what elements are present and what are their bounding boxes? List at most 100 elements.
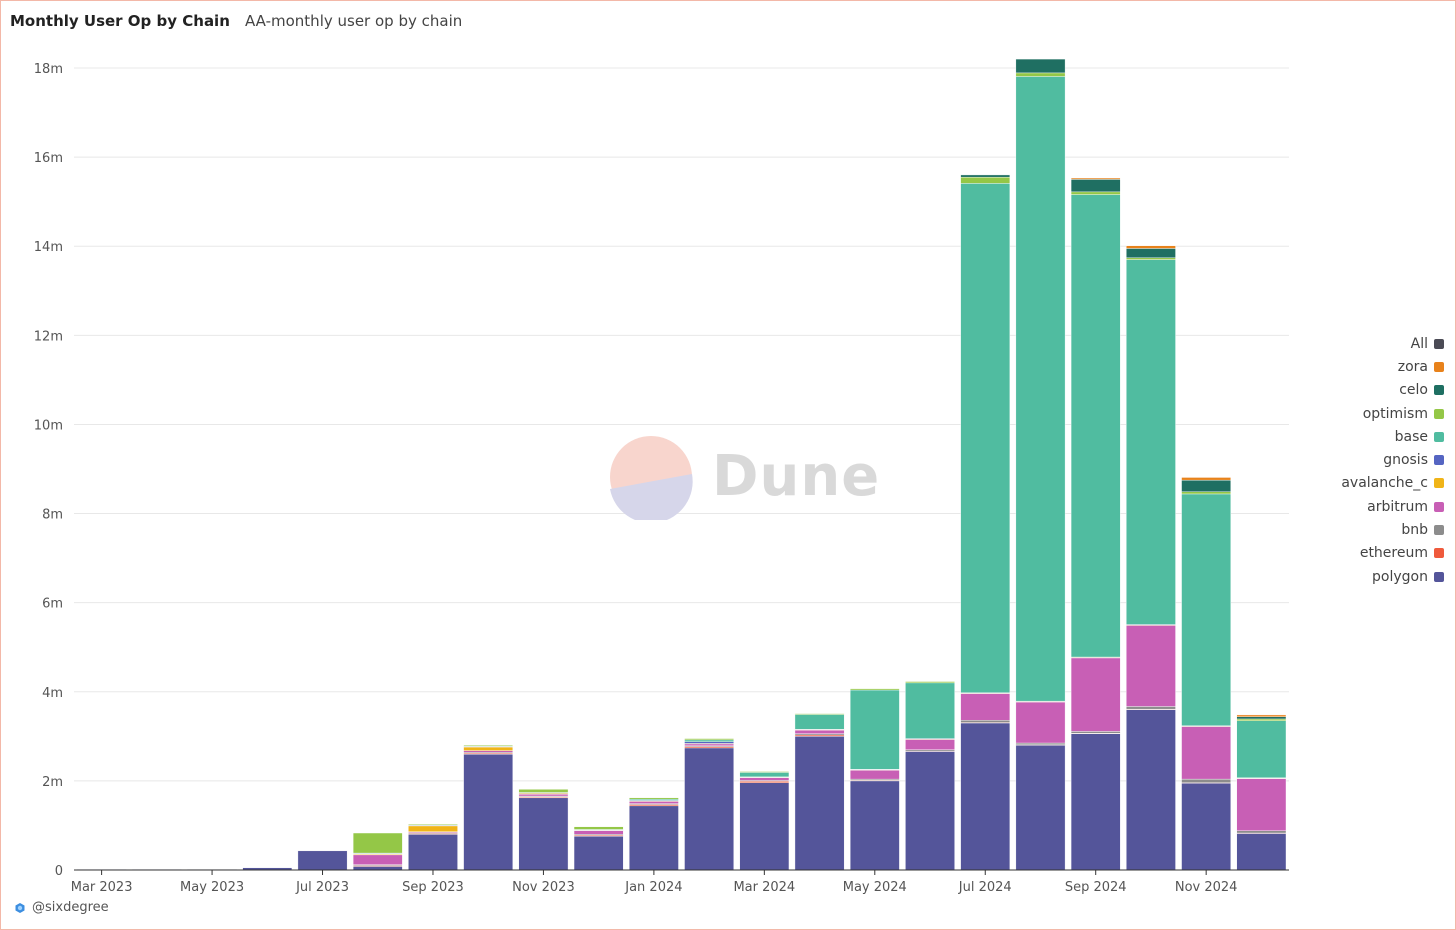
bar-segment-polygon[interactable] [849, 780, 900, 871]
bar-segment-base[interactable] [1126, 259, 1176, 625]
bar-segment-optimism[interactable] [905, 681, 955, 684]
bar-segment-celo[interactable] [960, 174, 1011, 178]
bar-segment-bnb[interactable] [1236, 830, 1287, 834]
bar-segment-optimism[interactable] [1126, 257, 1176, 260]
bar-segment-base[interactable] [1070, 194, 1121, 658]
bar-segment-polygon[interactable] [1070, 733, 1121, 871]
bar-segment-bnb[interactable] [849, 778, 900, 781]
bar-segment-optimism[interactable] [849, 688, 900, 691]
bar-segment-arbitrum[interactable] [1070, 657, 1121, 732]
bar-segment-arbitrum[interactable] [1236, 778, 1287, 831]
bar-segment-celo[interactable] [1236, 716, 1287, 720]
bar-segment-zora[interactable] [1236, 714, 1287, 717]
bar-segment-optimism[interactable] [794, 713, 845, 715]
bar-segment-polygon[interactable] [1015, 745, 1066, 871]
bar-segment-bnb[interactable] [1070, 731, 1121, 734]
bar-segment-base[interactable] [684, 739, 734, 742]
bar-segment-arbitrum[interactable] [739, 777, 790, 781]
bar-segment-celo[interactable] [1015, 58, 1066, 74]
bar-segment-ethereum[interactable] [629, 804, 679, 807]
bar-segment-zora[interactable] [1070, 177, 1121, 180]
bar-segment-optimism[interactable] [352, 832, 403, 854]
legend-item-arbitrum[interactable]: arbitrum [1341, 495, 1444, 518]
bar-segment-zora[interactable] [1126, 245, 1176, 249]
bar-segment-arbitrum[interactable] [960, 693, 1011, 721]
bar-segment-bnb[interactable] [960, 720, 1011, 723]
bar-segment-optimism[interactable] [1070, 191, 1121, 195]
bar-segment-optimism[interactable] [518, 789, 569, 793]
bar-segment-optimism[interactable] [1015, 72, 1066, 77]
bar-segment-optimism[interactable] [629, 797, 679, 800]
legend-item-avalanche_c[interactable]: avalanche_c [1341, 472, 1444, 495]
bar-segment-base[interactable] [629, 798, 679, 801]
bar-segment-avalanche_c[interactable] [408, 825, 458, 832]
bar-segment-arbitrum[interactable] [463, 750, 514, 753]
bar-segment-optimism[interactable] [463, 745, 514, 747]
bar-segment-arbitrum[interactable] [905, 739, 955, 750]
bar-segment-celo[interactable] [1126, 248, 1176, 259]
bar-segment-polygon[interactable] [573, 835, 624, 871]
legend-item-celo[interactable]: celo [1341, 379, 1444, 402]
bar-segment-arbitrum[interactable] [849, 769, 900, 780]
bar-segment-arbitrum[interactable] [684, 743, 734, 746]
legend-item-All[interactable]: All [1341, 332, 1444, 355]
bar-segment-polygon[interactable] [1236, 833, 1287, 871]
bar-segment-gnosis[interactable] [684, 741, 734, 744]
bar-segment-base[interactable] [905, 682, 955, 739]
bar-segment-arbitrum[interactable] [794, 729, 845, 734]
bar-segment-polygon[interactable] [463, 753, 514, 871]
bar-segment-base[interactable] [849, 689, 900, 770]
bar-segment-bnb[interactable] [1015, 742, 1066, 745]
bar-segment-arbitrum[interactable] [1181, 726, 1231, 780]
bar-segment-celo[interactable] [1070, 179, 1121, 193]
bar-segment-polygon[interactable] [408, 834, 458, 871]
bar-segment-polygon[interactable] [297, 850, 348, 871]
bar-segment-polygon[interactable] [1181, 782, 1231, 871]
bar-segment-base[interactable] [794, 714, 845, 730]
bar-segment-base[interactable] [1015, 76, 1066, 702]
legend-item-gnosis[interactable]: gnosis [1341, 448, 1444, 471]
legend-item-base[interactable]: base [1341, 425, 1444, 448]
legend-item-bnb[interactable]: bnb [1341, 518, 1444, 541]
bar-segment-bnb[interactable] [1126, 706, 1176, 710]
bar-segment-optimism[interactable] [1181, 491, 1231, 495]
bar-segment-base[interactable] [1236, 720, 1287, 778]
bar-segment-polygon[interactable] [629, 805, 679, 871]
bar-segment-optimism[interactable] [408, 823, 458, 826]
bar-segment-arbitrum[interactable] [1015, 701, 1066, 744]
bar-segment-optimism[interactable] [684, 738, 734, 741]
author-handle[interactable]: @sixdegree [32, 900, 109, 915]
bar-segment-zora[interactable] [1181, 477, 1231, 481]
legend-item-zora[interactable]: zora [1341, 355, 1444, 378]
bar-segment-base[interactable] [1181, 493, 1231, 726]
bar-segment-polygon[interactable] [794, 736, 845, 871]
legend-item-ethereum[interactable]: ethereum [1341, 542, 1444, 565]
bar-segment-optimism[interactable] [1236, 718, 1287, 721]
bar-segment-arbitrum[interactable] [518, 794, 569, 797]
legend-item-polygon[interactable]: polygon [1341, 565, 1444, 588]
bar-segment-polygon[interactable] [352, 866, 403, 871]
bar-segment-optimism[interactable] [739, 771, 790, 773]
bar-segment-polygon[interactable] [1126, 709, 1176, 871]
bar-segment-ethereum[interactable] [794, 734, 845, 737]
bar-segment-optimism[interactable] [573, 826, 624, 830]
bar-segment-bnb[interactable] [794, 733, 845, 736]
bar-segment-bnb[interactable] [1181, 778, 1231, 783]
bar-segment-bnb[interactable] [905, 749, 955, 752]
bar-segment-avalanche_c[interactable] [463, 746, 514, 751]
bar-segment-base[interactable] [960, 183, 1011, 693]
bar-segment-ethereum[interactable] [739, 781, 790, 783]
bar-segment-optimism[interactable] [960, 176, 1011, 184]
bar-segment-arbitrum[interactable] [629, 801, 679, 804]
bar-segment-ethereum[interactable] [684, 746, 734, 749]
bar-segment-arbitrum[interactable] [1126, 625, 1176, 707]
bar-segment-celo[interactable] [1181, 479, 1231, 492]
bar-segment-polygon[interactable] [905, 751, 955, 871]
bar-segment-base[interactable] [739, 772, 790, 778]
bar-segment-polygon[interactable] [684, 747, 734, 871]
bar-segment-arbitrum[interactable] [352, 854, 403, 865]
bar-segment-polygon[interactable] [518, 797, 569, 871]
bar-segment-polygon[interactable] [960, 722, 1011, 871]
bar-segment-arbitrum[interactable] [573, 830, 624, 835]
legend-item-optimism[interactable]: optimism [1341, 402, 1444, 425]
